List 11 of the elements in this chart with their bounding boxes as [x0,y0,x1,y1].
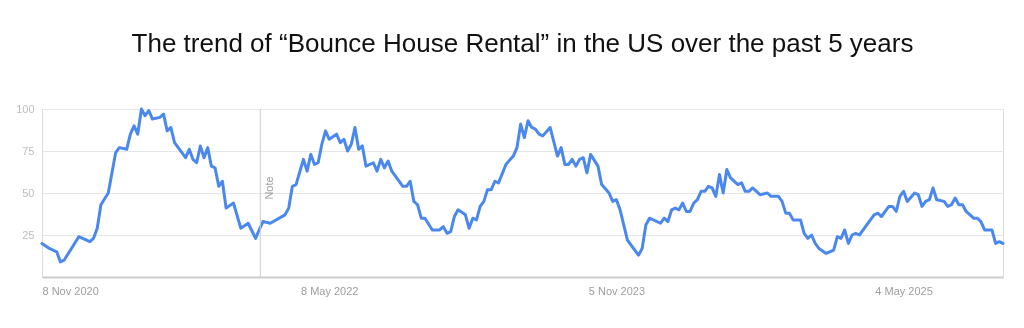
y-tick-label: 50 [22,186,35,199]
line-series [40,107,1005,264]
chart-title: The trend of “Bounce House Rental” in the US over the past 5 years [131,28,914,58]
x-tick-label: 8 Nov 2020 [42,284,99,297]
y-tick-label: 100 [16,102,35,115]
x-tick-label: 5 Nov 2023 [588,284,646,297]
x-tick-label: 8 May 2022 [300,284,359,297]
x-tick-label: 4 May 2025 [875,284,933,297]
ref-line-label: Note [263,176,276,200]
y-tick-label: 75 [22,144,35,157]
y-tick-label: 25 [22,228,35,241]
